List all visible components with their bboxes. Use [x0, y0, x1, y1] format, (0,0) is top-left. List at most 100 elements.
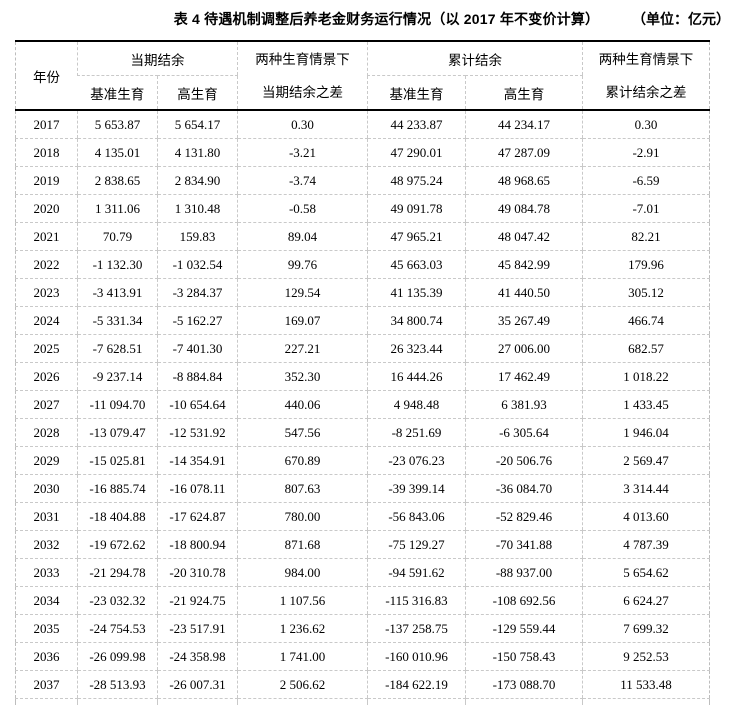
year-cell: 2035 [15, 614, 78, 643]
table-row: 2027 -11 094.70 -10 654.64 440.06 4 948.48 6 … [15, 390, 710, 419]
value-cell: 2 838.65 [77, 166, 158, 195]
value-cell: -2.91 [582, 138, 710, 167]
value-cell: 70.79 [77, 222, 158, 251]
value-cell: 0.30 [582, 110, 710, 139]
empty-cell [157, 698, 238, 705]
value-cell: 34 800.74 [367, 306, 466, 335]
table-body: 2017 5 653.87 5 654.17 0.30 44 233.87 44 234.… [15, 110, 710, 705]
value-cell: -6.59 [582, 166, 710, 195]
header-current-diff-line1: 两种生育情景下 [255, 51, 350, 67]
value-cell: 670.89 [237, 446, 368, 475]
value-cell: -24 754.53 [77, 614, 158, 643]
value-cell: -3 413.91 [77, 278, 158, 307]
value-cell: 3 314.44 [582, 474, 710, 503]
value-cell: 4 013.60 [582, 502, 710, 531]
value-cell: 129.54 [237, 278, 368, 307]
subheader-baseline-cumulative: 基准生育 [367, 75, 466, 111]
year-cell: 2030 [15, 474, 78, 503]
value-cell: -18 800.94 [157, 530, 238, 559]
value-cell: -11 094.70 [77, 390, 158, 419]
value-cell: 682.57 [582, 334, 710, 363]
value-cell: 4 787.39 [582, 530, 710, 559]
year-cell: 2032 [15, 530, 78, 559]
value-cell: 1 946.04 [582, 418, 710, 447]
value-cell: -8 884.84 [157, 362, 238, 391]
value-cell: -16 078.11 [157, 474, 238, 503]
value-cell: 1 311.06 [77, 194, 158, 223]
table-row: 2031 -18 404.88 -17 624.87 780.00 -56 843.06… [15, 502, 710, 531]
value-cell: -70 341.88 [465, 530, 583, 559]
value-cell: 547.56 [237, 418, 368, 447]
subheader-high-current: 高生育 [157, 75, 238, 111]
header-year: 年份 [15, 41, 78, 111]
pension-table: 年份 当期结余 两种生育情景下 当期结余之差 累计结余 两种生育情景下 累计结余… [15, 40, 710, 705]
value-cell: 2 834.90 [157, 166, 238, 195]
year-cell: 2028 [15, 418, 78, 447]
value-cell: 47 965.21 [367, 222, 466, 251]
value-cell: -3.21 [237, 138, 368, 167]
table-row: 2023 -3 413.91 -3 284.37 129.54 41 135.39 41 … [15, 278, 710, 307]
subheader-baseline-current: 基准生育 [77, 75, 158, 111]
value-cell: 41 135.39 [367, 278, 466, 307]
table-row: 2030 -16 885.74 -16 078.11 807.63 -39 399.14… [15, 474, 710, 503]
header-cumulative-diff-line1: 两种生育情景下 [598, 51, 694, 67]
value-cell: 41 440.50 [465, 278, 583, 307]
value-cell: -173 088.70 [465, 670, 583, 699]
year-cell: 2019 [15, 166, 78, 195]
value-cell: 780.00 [237, 502, 368, 531]
value-cell: 4 131.80 [157, 138, 238, 167]
value-cell: -88 937.00 [465, 558, 583, 587]
value-cell: -1 032.54 [157, 250, 238, 279]
value-cell: 6 624.27 [582, 586, 710, 615]
table-row: 2024 -5 331.34 -5 162.27 169.07 34 800.74 35 … [15, 306, 710, 335]
value-cell: -12 531.92 [157, 418, 238, 447]
value-cell: -56 843.06 [367, 502, 466, 531]
year-cell: 2020 [15, 194, 78, 223]
table-row: 2020 1 311.06 1 310.48 -0.58 49 091.78 49 084… [15, 194, 710, 223]
value-cell: -21 294.78 [77, 558, 158, 587]
subheader-high-cumulative: 高生育 [465, 75, 583, 111]
value-cell: -7.01 [582, 194, 710, 223]
value-cell: 1 310.48 [157, 194, 238, 223]
value-cell: 6 381.93 [465, 390, 583, 419]
value-cell: -1 132.30 [77, 250, 158, 279]
table-row: 2037 -28 513.93 -26 007.31 2 506.62 -184 622… [15, 670, 710, 699]
header-current-diff-line2: 当期结余之差 [262, 84, 343, 100]
value-cell: -8 251.69 [367, 418, 466, 447]
value-cell: -0.58 [237, 194, 368, 223]
value-cell: -5 331.34 [77, 306, 158, 335]
year-cell: 2022 [15, 250, 78, 279]
value-cell: 47 287.09 [465, 138, 583, 167]
value-cell: -94 591.62 [367, 558, 466, 587]
year-cell: 2031 [15, 502, 78, 531]
value-cell: 4 948.48 [367, 390, 466, 419]
value-cell: -75 129.27 [367, 530, 466, 559]
value-cell: -18 404.88 [77, 502, 158, 531]
value-cell: 48 047.42 [465, 222, 583, 251]
table-row: 2018 4 135.01 4 131.80 -3.21 47 290.01 47 287… [15, 138, 710, 167]
value-cell: 2 506.62 [237, 670, 368, 699]
table-row: 2032 -19 672.62 -18 800.94 871.68 -75 129.27… [15, 530, 710, 559]
value-cell: -23 032.32 [77, 586, 158, 615]
table-row: 2017 5 653.87 5 654.17 0.30 44 233.87 44 234.… [15, 110, 710, 139]
value-cell: -3.74 [237, 166, 368, 195]
value-cell: 7 699.32 [582, 614, 710, 643]
value-cell: -20 310.78 [157, 558, 238, 587]
value-cell: 99.76 [237, 250, 368, 279]
table-caption-row: 表 4 待遇机制调整后养老金财务运行情况（以 2017 年不变价计算） （单位：… [0, 0, 735, 35]
table-header: 年份 当期结余 两种生育情景下 当期结余之差 累计结余 两种生育情景下 累计结余… [15, 41, 710, 111]
value-cell: 1 236.62 [237, 614, 368, 643]
year-cell: 2023 [15, 278, 78, 307]
value-cell: 1 433.45 [582, 390, 710, 419]
value-cell: 0.30 [237, 110, 368, 139]
value-cell: 352.30 [237, 362, 368, 391]
empty-cell [237, 698, 368, 705]
header-current-balance: 当期结余 [77, 41, 238, 76]
value-cell: 44 233.87 [367, 110, 466, 139]
value-cell: -23 517.91 [157, 614, 238, 643]
value-cell: -19 672.62 [77, 530, 158, 559]
year-cell: 2021 [15, 222, 78, 251]
value-cell: -6 305.64 [465, 418, 583, 447]
table-row: 2029 -15 025.81 -14 354.91 670.89 -23 076.23… [15, 446, 710, 475]
